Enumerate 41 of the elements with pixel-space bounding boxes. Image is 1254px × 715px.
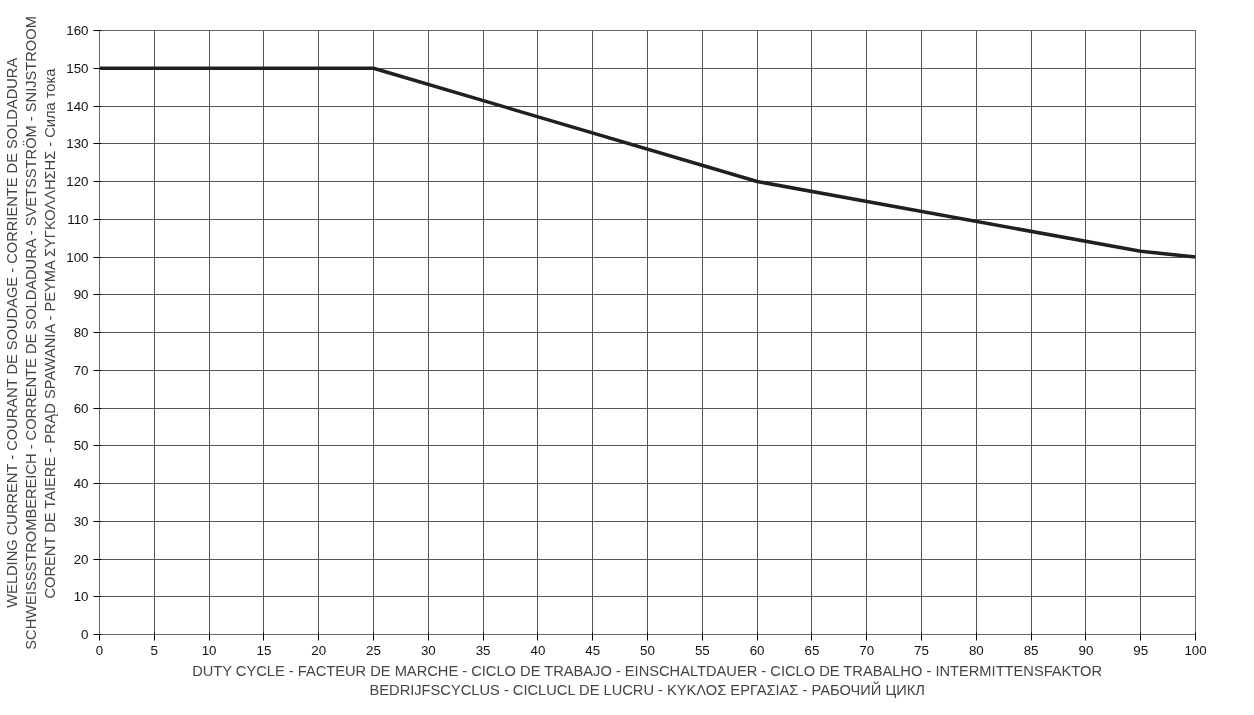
y-tick-label: 110 bbox=[67, 211, 89, 227]
x-tick-label: 5 bbox=[150, 642, 159, 658]
y-tick-label: 120 bbox=[66, 174, 89, 189]
y-tick-label: 40 bbox=[73, 476, 89, 491]
y-tick-label: 20 bbox=[73, 551, 89, 567]
x-axis-title: DUTY CYCLE - FACTEUR DE MARCHE - CICLO DE TRABAJO - EINSCHALTDAUER - CICLO DE TRABALHO - INTERMITTENSFAKTOR BEDRIJFSCYCLUS - CICLUCL DE LUCRU - ΚΥΚΛΟΣ ΕΡΓΑΣΙΑΣ - РАБОЧИЙ ЦИКЛ bbox=[192, 662, 1103, 698]
x-tick-label: 70 bbox=[859, 642, 875, 658]
y-tick-label: 50 bbox=[73, 438, 89, 454]
y-tick-label: 70 bbox=[73, 362, 89, 378]
x-tick-label: 20 bbox=[311, 642, 327, 658]
y-tick-label: 10 bbox=[73, 589, 89, 605]
x-tick-label: 50 bbox=[640, 642, 655, 658]
x-tick-label: 0 bbox=[95, 642, 104, 658]
x-tick-label: 75 bbox=[914, 642, 929, 658]
x-tick-label: 80 bbox=[968, 642, 984, 658]
x-tick-label: 65 bbox=[804, 642, 820, 658]
y-tick-label: 100 bbox=[66, 249, 89, 265]
x-tick-label: 60 bbox=[749, 642, 765, 658]
y-tick-label: 80 bbox=[73, 325, 89, 340]
x-tick-label: 95 bbox=[1133, 642, 1149, 658]
y-tick-label: 150 bbox=[66, 60, 89, 76]
y-tick-label: 130 bbox=[66, 136, 89, 152]
y-tick-label: 30 bbox=[73, 513, 89, 529]
x-tick-label: 25 bbox=[366, 642, 381, 658]
x-tick-label: 55 bbox=[694, 642, 710, 658]
y-tick-label: 90 bbox=[73, 287, 89, 303]
x-tick-label: 10 bbox=[201, 642, 217, 658]
x-tick-label: 100 bbox=[1184, 642, 1207, 658]
x-tick-label: 90 bbox=[1078, 642, 1094, 658]
x-tick-label: 85 bbox=[1023, 642, 1039, 658]
x-tick-label: 15 bbox=[256, 642, 272, 658]
x-tick-label: 45 bbox=[585, 642, 601, 658]
y-axis-title: WELDING CURRENT - COURANT DE SOUDAGE - CORRIENTE DE SOLDADURA SCHWEISSSTROMBEREICH - CORRENTE DE SOLDADURA - SVETSSTRÖM - SNIJSTROOM CORENT DE TAIERE - PRĄD SPAWANIA - ΡΕΥΜΑ ΣΥΓΚΟΛΛΗΣΗΣ - Сила тока bbox=[3, 16, 59, 650]
x-tick-label: 40 bbox=[530, 642, 546, 658]
y-tick-label: 0 bbox=[81, 627, 89, 642]
y-tick-label: 60 bbox=[73, 400, 89, 416]
y-tick-label: 160 bbox=[66, 23, 89, 38]
line-series bbox=[99, 66, 1196, 259]
x-tick-label: 35 bbox=[475, 642, 491, 658]
x-tick-label: 30 bbox=[420, 642, 436, 658]
y-tick-label: 140 bbox=[66, 98, 89, 114]
